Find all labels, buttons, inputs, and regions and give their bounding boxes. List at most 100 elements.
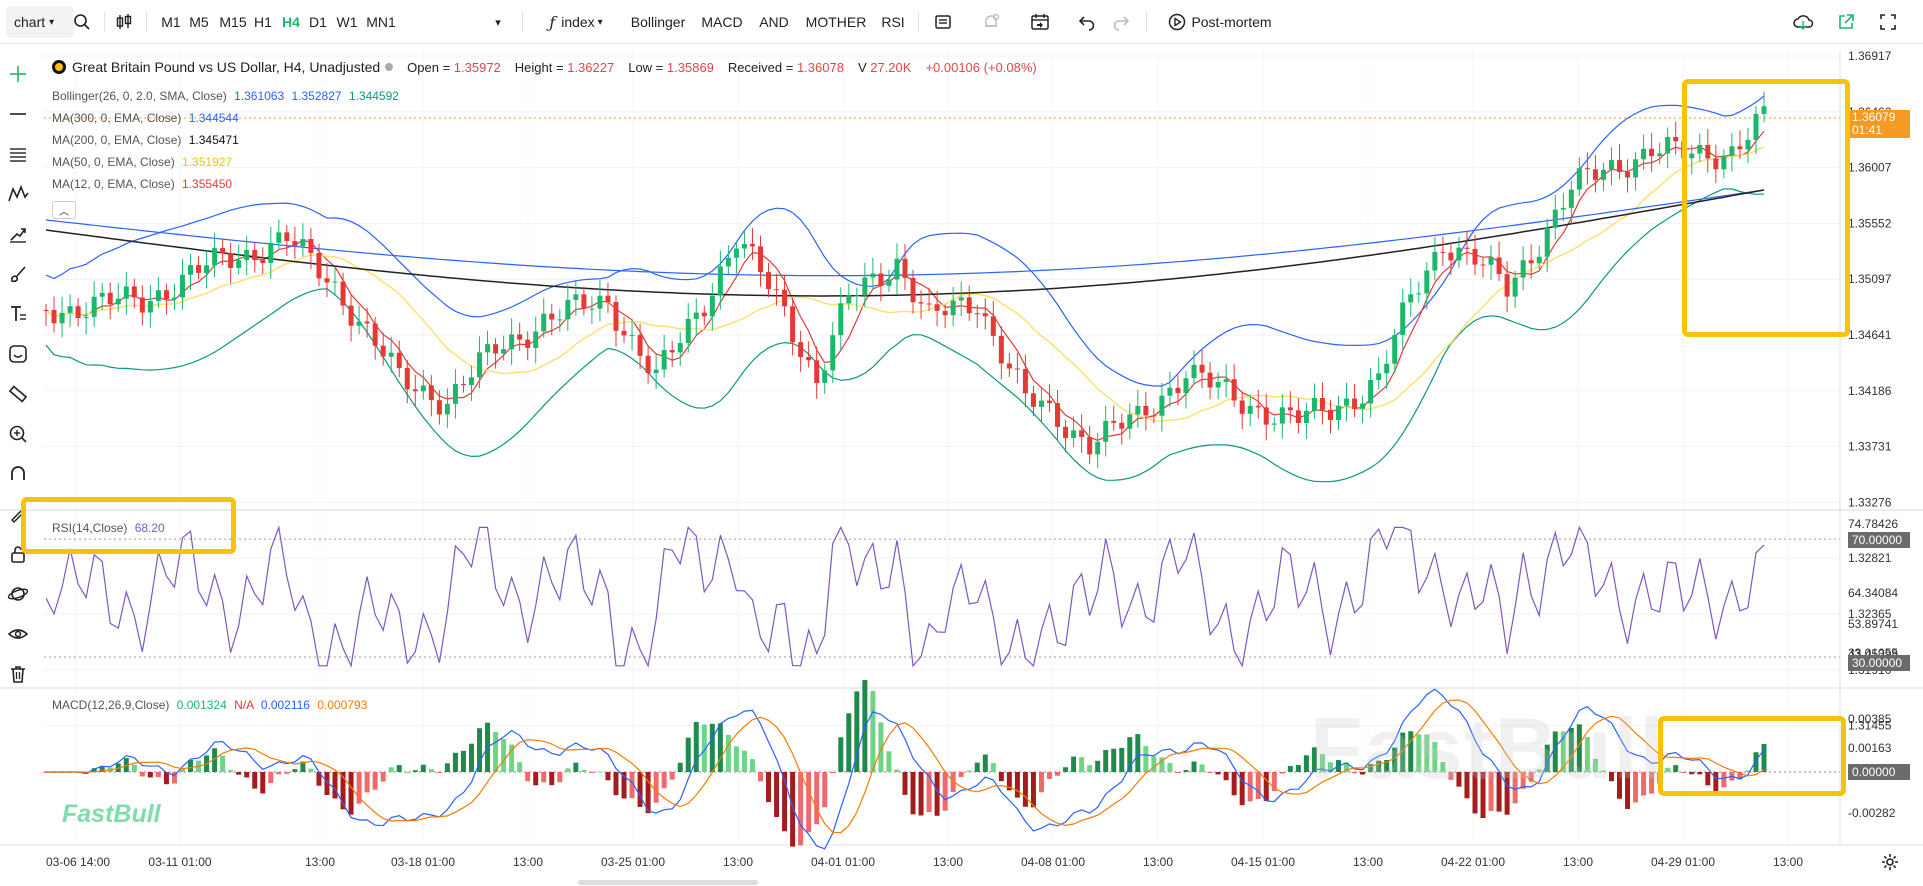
magnet-icon[interactable]	[4, 460, 32, 488]
candle-body	[557, 319, 563, 321]
timeframe-M1[interactable]: M1	[161, 14, 181, 30]
emoji-icon[interactable]	[4, 340, 32, 368]
post-mortem-button[interactable]: Post-mortem	[1162, 0, 1278, 44]
macd-histogram-bar	[1199, 764, 1205, 772]
timeframe-D1[interactable]: D1	[309, 14, 327, 30]
redo-icon[interactable]	[1110, 0, 1132, 44]
timeframe-W1[interactable]: W1	[336, 14, 358, 30]
pattern-icon[interactable]	[4, 180, 32, 208]
candle-body	[1376, 373, 1382, 380]
text-tool-icon[interactable]	[4, 300, 32, 328]
macd-histogram-bar	[1215, 772, 1221, 775]
fib-lines-icon[interactable]	[4, 140, 32, 168]
planet-icon[interactable]	[4, 580, 32, 608]
timeframe-M5[interactable]: M5	[189, 14, 209, 30]
candle-body	[1464, 247, 1470, 249]
highlight-box-macd	[1658, 716, 1846, 796]
candle-body	[1263, 407, 1269, 425]
legend-ma300[interactable]: MA(300, 0, EMA, Close) 1.344544	[52, 111, 239, 125]
horizontal-line-icon[interactable]	[4, 100, 32, 128]
price-tick: 1.32365	[1848, 607, 1892, 621]
candle-body	[155, 290, 161, 302]
indicator-and[interactable]: AND	[759, 14, 789, 30]
candle-body	[268, 242, 274, 263]
price-tick: 1.33731	[1848, 440, 1892, 454]
macd-histogram-bar	[749, 759, 755, 772]
legend-bollinger[interactable]: Bollinger(26, 0, 2.0, SMA, Close) 1.3610…	[52, 89, 399, 103]
candle-body	[637, 335, 643, 356]
macd-histogram-bar	[444, 763, 450, 772]
timeframe-more-chevron-icon[interactable]: ▾	[495, 16, 501, 29]
trend-tool-icon[interactable]	[4, 220, 32, 248]
ruler-icon[interactable]	[4, 380, 32, 408]
candle-body	[1641, 148, 1647, 160]
candle-body	[749, 243, 755, 247]
indicator-menu[interactable]: ƒ index ▾	[538, 0, 614, 44]
eye-icon[interactable]	[4, 620, 32, 648]
macd-histogram-bar	[1071, 756, 1077, 772]
candle-body	[1673, 136, 1679, 142]
legend-rsi[interactable]: RSI(14,Close) 68.20	[52, 521, 165, 535]
macd-histogram-bar	[589, 772, 595, 773]
timeframe-H4[interactable]: H4	[282, 14, 300, 30]
legend-ma50[interactable]: MA(50, 0, EMA, Close) 1.351927	[52, 155, 233, 169]
candle-body	[356, 321, 362, 326]
macd-histogram-bar	[1279, 772, 1285, 774]
legend-ma12[interactable]: MA(12, 0, EMA, Close) 1.355450	[52, 177, 233, 191]
calendar-icon[interactable]	[1028, 0, 1052, 44]
ma12-line	[45, 130, 1765, 441]
candle-body	[910, 277, 916, 303]
candle-body	[324, 278, 330, 283]
timeframe-MN1[interactable]: MN1	[366, 14, 396, 30]
candle-body	[1368, 379, 1374, 404]
trash-icon[interactable]	[4, 660, 32, 688]
indicator-rsi[interactable]: RSI	[881, 14, 905, 30]
macd-histogram-bar	[1223, 772, 1229, 781]
macd-histogram-bar	[340, 772, 346, 810]
indicator-bollinger[interactable]: Bollinger	[630, 14, 686, 30]
candle-body	[814, 360, 820, 383]
zoom-in-icon[interactable]	[4, 420, 32, 448]
symbol-name: Great Britain Pound vs US Dollar, H4, Un…	[72, 59, 381, 75]
candle-body	[621, 330, 627, 336]
candle-body	[1520, 260, 1526, 278]
lock-icon[interactable]	[4, 540, 32, 568]
macd-histogram-bar	[725, 734, 731, 772]
macd-histogram-bar	[597, 771, 603, 773]
indicator-macd[interactable]: MACD	[701, 14, 743, 30]
legend-ma200[interactable]: MA(200, 0, EMA, Close) 1.345471	[52, 133, 239, 147]
macd-histogram-bar	[501, 738, 507, 772]
cloud-icon[interactable]	[1790, 0, 1816, 44]
chart-select[interactable]: chart ▾	[6, 6, 74, 38]
crosshair-icon[interactable]	[4, 60, 32, 88]
brush-icon[interactable]	[4, 260, 32, 288]
fullscreen-icon[interactable]	[1876, 0, 1900, 44]
horizontal-scrollbar[interactable]	[578, 880, 758, 885]
legend-macd[interactable]: MACD(12,26,9,Close) 0.001324 N/A 0.00211…	[52, 698, 368, 712]
candle-body	[204, 265, 210, 273]
candle-body	[1279, 407, 1285, 424]
candle-body	[252, 249, 258, 261]
search-icon[interactable]	[70, 0, 94, 44]
share-icon[interactable]	[1834, 0, 1858, 44]
macd-histogram-bar	[565, 768, 571, 772]
candle-body	[661, 350, 667, 370]
candle-style-icon[interactable]	[112, 0, 136, 44]
macd-histogram-bar	[1287, 766, 1293, 772]
undo-icon[interactable]	[1076, 0, 1098, 44]
candle-body	[1665, 136, 1671, 154]
macd-histogram-bar	[348, 772, 354, 815]
timeframe-H1[interactable]: H1	[254, 14, 272, 30]
timeframe-M15[interactable]: M15	[219, 14, 247, 30]
macd-histogram-bar	[83, 772, 89, 774]
candle-body	[1649, 148, 1655, 157]
candle-body	[1472, 248, 1478, 265]
alert-icon[interactable]	[980, 0, 1002, 44]
layout-icon[interactable]	[932, 0, 954, 44]
bollinger-lower	[45, 188, 1765, 483]
candle-body	[477, 352, 483, 378]
collapse-legend-button[interactable]: ︿	[52, 201, 76, 219]
indicator-mother[interactable]: MOTHER	[805, 14, 867, 30]
settings-icon[interactable]	[1880, 852, 1902, 874]
macd-histogram-bar	[846, 713, 852, 772]
